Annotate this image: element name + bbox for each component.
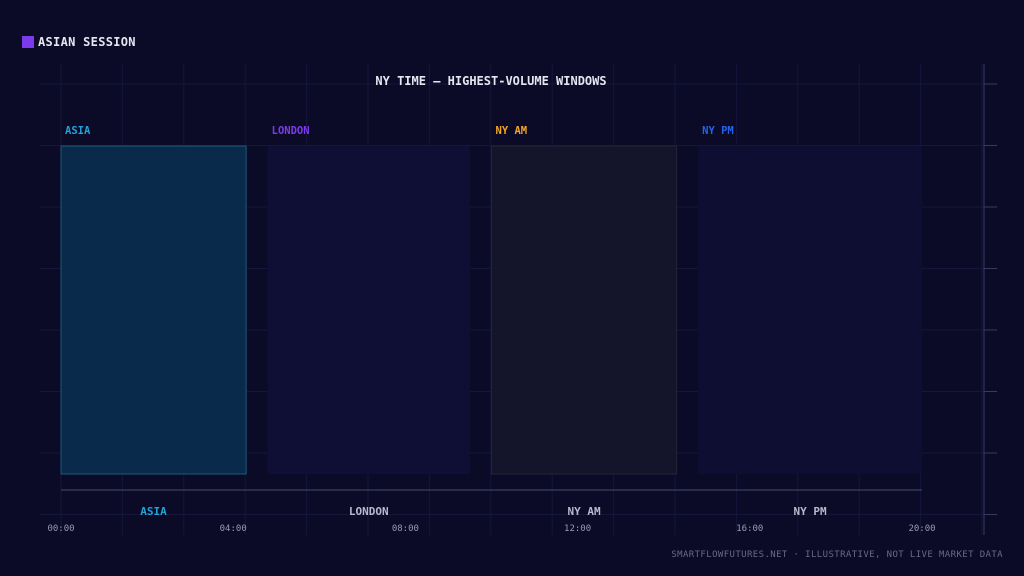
- session-top-label: NY PM: [702, 125, 734, 137]
- legend-swatch: [22, 36, 34, 48]
- session-bar: [267, 146, 470, 474]
- x-tick-label: 16:00: [736, 524, 763, 534]
- session-bar: [698, 146, 922, 474]
- session-top-label: NY AM: [496, 125, 528, 137]
- x-tick-label: 20:00: [908, 524, 935, 534]
- footer-note: SMARTFLOWFUTURES.NET · ILLUSTRATIVE, NOT…: [671, 550, 1003, 560]
- x-tick-label: 08:00: [392, 524, 419, 534]
- session-top-label: ASIA: [65, 125, 91, 137]
- legend: ASIAN SESSION: [22, 35, 136, 49]
- x-tick-label: 00:00: [47, 524, 74, 534]
- session-band-label: NY AM: [567, 505, 600, 518]
- session-labels: ASIA ASIA LONDON LONDON NY AM NY AM NY PM NY PM…: [47, 125, 935, 534]
- session-bars: [60, 145, 922, 475]
- x-tick-label: 04:00: [220, 524, 247, 534]
- x-tick-label: 12:00: [564, 524, 591, 534]
- chart-title: NY TIME — HIGHEST-VOLUME WINDOWS: [375, 74, 606, 88]
- session-bar: [60, 145, 247, 475]
- session-band-label: NY PM: [794, 505, 827, 518]
- session-band-label: ASIA: [140, 505, 167, 518]
- legend-label: ASIAN SESSION: [38, 35, 136, 49]
- session-bar: [491, 145, 678, 475]
- session-band-label: LONDON: [349, 505, 389, 518]
- session-top-label: LONDON: [272, 125, 310, 137]
